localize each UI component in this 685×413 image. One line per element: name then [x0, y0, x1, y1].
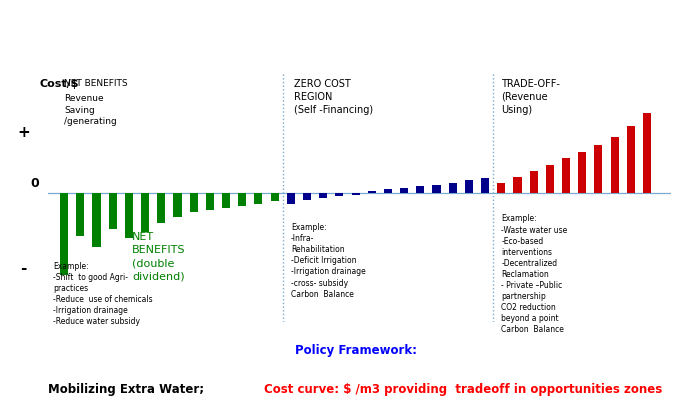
Bar: [60, 193, 68, 275]
Bar: [643, 113, 651, 193]
Bar: [465, 180, 473, 193]
Text: Example:
-Shift  to good Agri-
practices
-Reduce  use of chemicals
-Irrigation d: Example: -Shift to good Agri- practices …: [53, 262, 153, 326]
Text: 0: 0: [31, 177, 39, 190]
Text: Cost curve: $ /m3 providing  tradeoff in opportunities zones: Cost curve: $ /m3 providing tradeoff in …: [264, 384, 662, 396]
Bar: [449, 183, 457, 193]
Bar: [368, 191, 376, 193]
Bar: [141, 193, 149, 232]
Bar: [416, 186, 425, 193]
Bar: [303, 193, 311, 200]
Text: ZERO COST
REGION
(Self -Financing): ZERO COST REGION (Self -Financing): [294, 78, 373, 115]
Bar: [92, 193, 101, 247]
Text: Policy Framework:: Policy Framework:: [295, 344, 417, 357]
Bar: [158, 193, 165, 223]
Bar: [627, 126, 635, 193]
Bar: [173, 193, 182, 216]
Bar: [238, 193, 247, 206]
Text: Cost/$: Cost/$: [40, 78, 79, 89]
Bar: [271, 193, 279, 202]
Bar: [125, 193, 133, 238]
Bar: [254, 193, 262, 204]
Text: Example:
-Waste water use
-Eco-based
interventions
-Decentralized
Reclamation
- : Example: -Waste water use -Eco-based int…: [501, 214, 568, 335]
Bar: [400, 188, 408, 193]
Bar: [351, 193, 360, 195]
Bar: [578, 152, 586, 193]
Bar: [222, 193, 230, 208]
Bar: [319, 193, 327, 197]
Text: -: -: [21, 261, 27, 276]
Bar: [530, 171, 538, 193]
Bar: [514, 177, 521, 193]
Bar: [384, 190, 392, 193]
Text: +: +: [17, 125, 30, 140]
Bar: [287, 193, 295, 204]
Text: Mobilizing Extra Water;: Mobilizing Extra Water;: [48, 384, 204, 396]
Bar: [481, 178, 489, 193]
Bar: [206, 193, 214, 210]
Text: NET
BENEFITS
(double
dividend): NET BENEFITS (double dividend): [132, 232, 186, 281]
Text: NET BENEFITS: NET BENEFITS: [64, 78, 128, 88]
Text: TRADE-OFF-
(Revenue
Using): TRADE-OFF- (Revenue Using): [501, 78, 560, 115]
Bar: [497, 183, 506, 193]
Bar: [190, 193, 198, 212]
Bar: [76, 193, 84, 236]
Text: Revenue
Saving
/generating: Revenue Saving /generating: [64, 94, 117, 126]
Bar: [610, 137, 619, 193]
Bar: [546, 165, 554, 193]
Bar: [336, 193, 343, 196]
Bar: [595, 145, 603, 193]
Bar: [109, 193, 116, 230]
Bar: [562, 158, 570, 193]
Bar: [432, 185, 440, 193]
Text: Example:
-Infra-
Rehabilitation
-Deficit Irrigation
-Irrigation drainage
-cross-: Example: -Infra- Rehabilitation -Deficit…: [291, 223, 366, 299]
